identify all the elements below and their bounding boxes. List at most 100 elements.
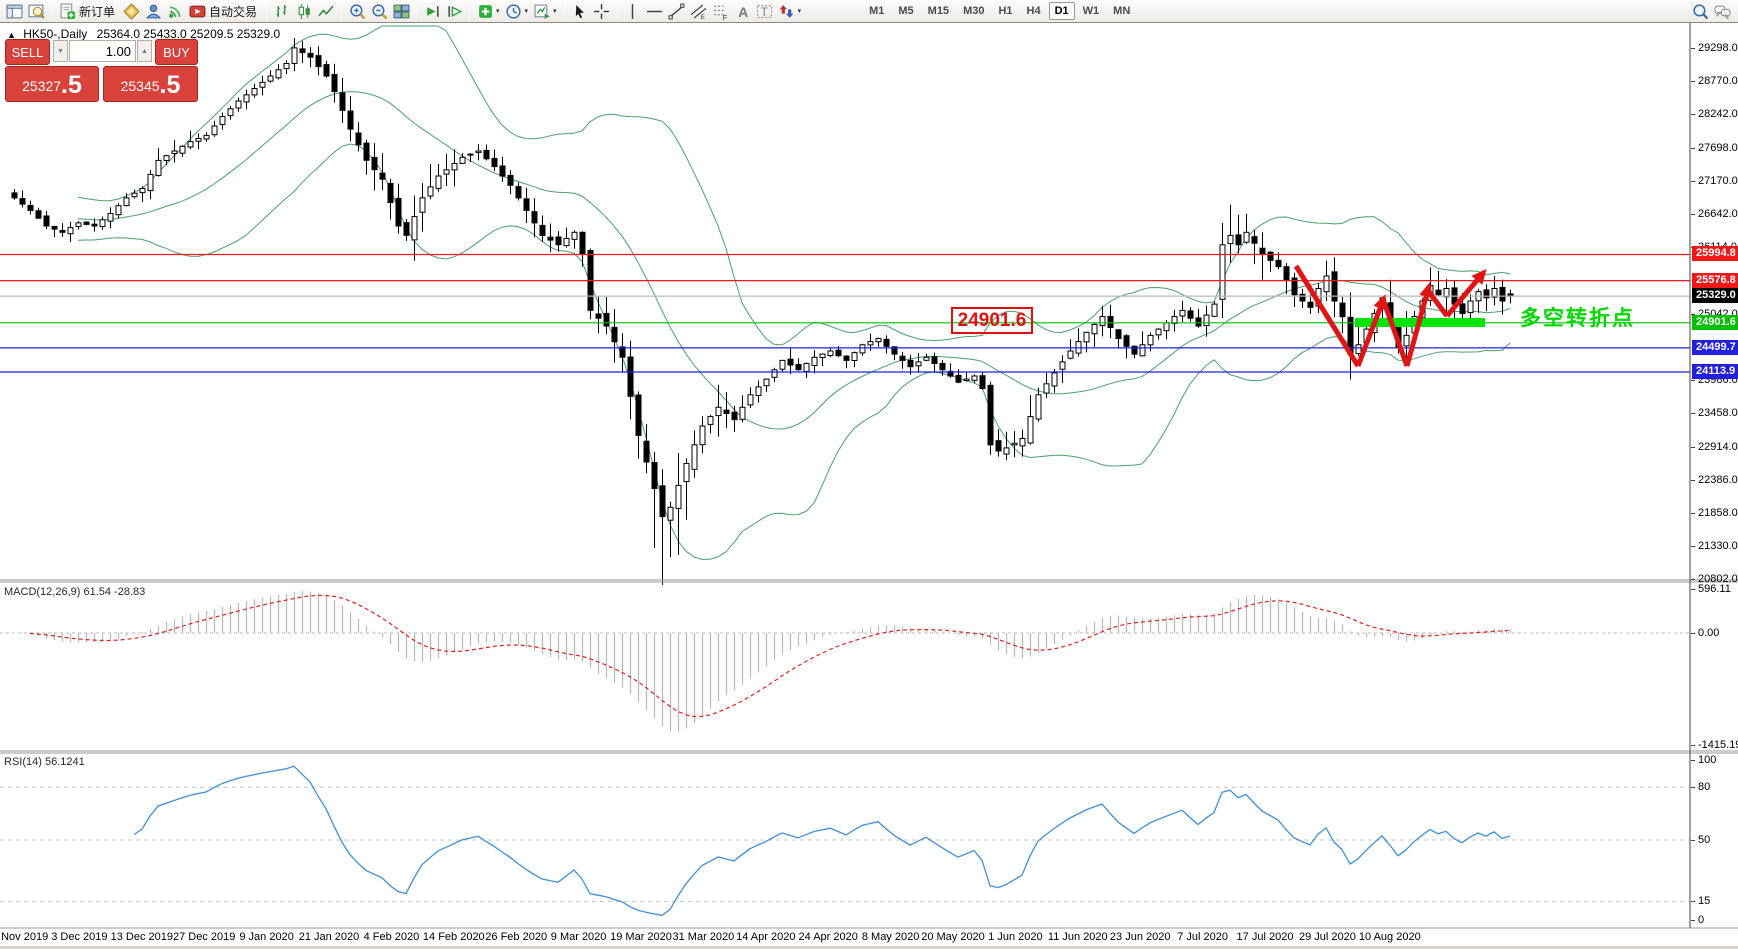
templates-icon[interactable]: [531, 2, 553, 21]
toolbar-separator: [469, 3, 471, 19]
signals-icon[interactable]: [164, 2, 186, 21]
timeframe-m15-button[interactable]: M15: [927, 5, 950, 17]
rsi-axis-tick-label: 100: [1698, 754, 1717, 766]
new-order-icon[interactable]: [56, 2, 78, 21]
fibonacci-icon[interactable]: F: [710, 2, 732, 21]
volume-input[interactable]: [69, 40, 136, 62]
timeframe-h1-button[interactable]: H1: [998, 5, 1013, 17]
horizontal-line-icon[interactable]: [644, 2, 666, 21]
macd-axis-tick-label: 0.00: [1698, 627, 1720, 639]
vertical-line-icon[interactable]: [622, 2, 644, 21]
ohlc-values: 25364.0 25433.0 25209.5 25329.0: [96, 27, 281, 41]
cursor-icon[interactable]: [569, 2, 591, 21]
data-preview-icon[interactable]: [25, 2, 47, 21]
chart-window-icon[interactable]: [3, 2, 25, 21]
timeframe-m30-button[interactable]: M30: [963, 5, 985, 17]
channel-icon[interactable]: E: [688, 2, 710, 21]
auto-trading-icon[interactable]: [186, 2, 208, 21]
time-axis-label: 11 Jun 2020: [1047, 931, 1108, 943]
time-axis-label: 3 Dec 2019: [51, 931, 108, 943]
experts-icon[interactable]: [142, 2, 164, 21]
volume-decrease-button[interactable]: ▼: [53, 40, 68, 62]
timeframe-h4-button[interactable]: H4: [1026, 5, 1041, 17]
sell-price-pips: .5: [61, 71, 82, 99]
volume-increase-button[interactable]: ▲: [137, 40, 152, 62]
candlestick-chart-icon[interactable]: [293, 2, 315, 21]
time-axis-label: 17 Jul 2020: [1236, 931, 1294, 943]
price-line-label: 24499.7: [1692, 339, 1738, 355]
macd-axis-tick-label: -1415.19: [1698, 739, 1738, 751]
new-order-label[interactable]: 新订单: [79, 4, 116, 19]
arrows-icon[interactable]: [776, 2, 798, 21]
time-axis-label: 20 May 2020: [921, 931, 985, 943]
toolbar-separator: [416, 3, 418, 19]
buy-price-button[interactable]: 25345.5: [103, 66, 198, 102]
tile-windows-icon[interactable]: [390, 2, 412, 21]
templates-dropdown-arrow[interactable]: ▾: [553, 8, 557, 15]
price-axis-tickmark: [1691, 148, 1695, 149]
collapse-panel-icon[interactable]: ▲: [7, 30, 16, 40]
macd-axis-tickmark: [1691, 633, 1695, 634]
auto-scroll-icon[interactable]: [421, 2, 443, 21]
bar-chart-icon[interactable]: [271, 2, 293, 21]
line-chart-icon[interactable]: [315, 2, 337, 21]
indicators-icon[interactable]: [474, 2, 496, 21]
toolbar-separator: [266, 3, 268, 19]
sell-button[interactable]: SELL: [5, 39, 50, 65]
price-axis-tickmark: [1691, 81, 1695, 82]
periods-dropdown-arrow[interactable]: ▾: [524, 8, 529, 15]
price-axis-tickmark: [1691, 314, 1695, 315]
rsi-axis-tickmark: [1691, 901, 1695, 902]
price-axis-tickmark: [1691, 447, 1695, 448]
svg-text:A: A: [738, 3, 748, 19]
rsi-axis-tickmark: [1691, 920, 1695, 921]
timeframe-d1-button[interactable]: D1: [1048, 2, 1075, 20]
search-icon[interactable]: [1689, 2, 1711, 21]
time-axis-label: 9 Jan 2020: [239, 931, 294, 943]
buy-button[interactable]: BUY: [155, 39, 198, 65]
rsi-axis-tick-label: 80: [1698, 781, 1711, 793]
auto-trading-label[interactable]: 自动交易: [209, 4, 258, 19]
timeframe-w1-button[interactable]: W1: [1082, 5, 1100, 17]
toolbar-separator: [616, 3, 618, 19]
price-axis-tickmark: [1691, 214, 1695, 215]
time-axis-label: 14 Feb 2020: [422, 931, 485, 943]
time-axis-label: 13 Dec 2019: [110, 931, 173, 943]
time-axis-label: 1 Jun 2020: [988, 931, 1043, 943]
chat-icon[interactable]: [1711, 2, 1733, 21]
sell-price-button[interactable]: 25327.5: [5, 66, 99, 102]
price-line-label: 25994.8: [1692, 246, 1738, 262]
toolbar-icon-groups: 新订单 自动交易 ▾ ▾ ▾ E F A T ▾: [3, 2, 804, 21]
periods-icon[interactable]: [503, 2, 525, 21]
timeframe-m1-button[interactable]: M1: [869, 5, 885, 17]
trendline-icon[interactable]: [666, 2, 688, 21]
macd-axis-tickmark: [1691, 745, 1695, 746]
turning-point-annotation[interactable]: 多空转折点: [1520, 307, 1635, 330]
support-price-annotation[interactable]: 24901.6: [951, 307, 1033, 334]
text-label-icon[interactable]: T: [754, 2, 776, 21]
rsi-indicator-label: RSI(14) 56.1241: [4, 756, 85, 768]
price-axis-tick-label: 22914.0: [1698, 441, 1738, 453]
chart-shift-icon[interactable]: [443, 2, 465, 21]
zoom-out-icon[interactable]: [368, 2, 390, 21]
indicators-dropdown-arrow[interactable]: ▾: [496, 8, 500, 15]
rsi-axis-tickmark: [1691, 787, 1695, 788]
price-axis-tickmark: [1691, 114, 1695, 115]
toolbar-right-icons: [1689, 2, 1733, 21]
crosshair-icon[interactable]: [591, 2, 613, 21]
timeframe-m5-button[interactable]: M5: [898, 5, 914, 17]
buy-price-pips: .5: [159, 71, 181, 99]
price-axis-tickmark: [1691, 380, 1695, 381]
rsi-axis-tickmark: [1691, 760, 1695, 761]
arrows-dropdown-arrow[interactable]: ▾: [797, 8, 802, 15]
metaeditor-icon[interactable]: [120, 2, 142, 21]
text-icon[interactable]: A: [732, 2, 754, 21]
timeframe-mn-button[interactable]: MN: [1113, 5, 1131, 17]
time-axis-label: 24 Apr 2020: [798, 931, 858, 943]
zoom-in-icon[interactable]: [346, 2, 368, 21]
price-axis-tickmark: [1691, 579, 1695, 580]
price-axis-tick-label: 29298.0: [1698, 42, 1738, 54]
toolbar-separator: [341, 3, 343, 19]
time-axis-label: 26 Feb 2020: [485, 931, 548, 943]
